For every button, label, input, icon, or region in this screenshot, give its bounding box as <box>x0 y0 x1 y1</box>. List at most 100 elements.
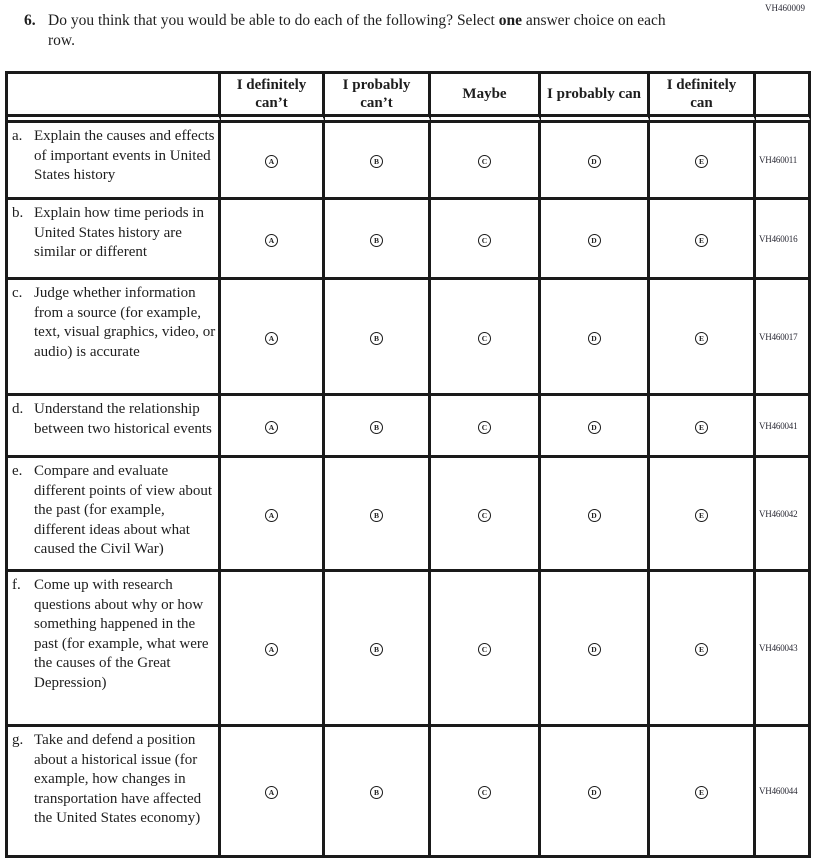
row-code: VH460043 <box>756 572 811 727</box>
option-cell-b: B <box>325 123 431 200</box>
option-cell-a: A <box>221 396 325 458</box>
option-cell-e: E <box>650 458 756 572</box>
option-cell-b: B <box>325 458 431 572</box>
option-cell-b: B <box>325 396 431 458</box>
option-cell-c: C <box>431 200 541 280</box>
col-header-definitely-cant: I definitely can’t <box>221 74 325 123</box>
bubble-option-c[interactable]: C <box>478 233 491 247</box>
bubble-option-c[interactable]: C <box>478 420 491 434</box>
bubble-option-e[interactable]: E <box>695 155 708 169</box>
bubble-option-b[interactable]: B <box>370 643 383 657</box>
bubble-option-c[interactable]: C <box>478 155 491 169</box>
col-header-maybe: Maybe <box>431 74 541 123</box>
option-cell-c: C <box>431 396 541 458</box>
bubble-option-a[interactable]: A <box>265 155 278 169</box>
option-cell-e: E <box>650 572 756 727</box>
option-cell-a: A <box>221 458 325 572</box>
row-letter: e. <box>12 463 23 479</box>
bubble-option-a[interactable]: A <box>265 786 278 800</box>
statement-cell: g. Take and defend a position about a hi… <box>8 727 221 858</box>
bubble-option-c[interactable]: C <box>478 643 491 657</box>
bubble-option-d[interactable]: D <box>587 786 601 800</box>
option-cell-d: D <box>541 200 650 280</box>
bubble-option-a[interactable]: A <box>265 420 278 434</box>
row-letter: b. <box>12 205 24 221</box>
option-cell-e: E <box>650 200 756 280</box>
option-cell-e: E <box>650 280 756 396</box>
bubble-option-b[interactable]: B <box>370 508 383 522</box>
question-number: 6. <box>24 12 36 29</box>
option-cell-e: E <box>650 727 756 858</box>
option-cell-a: A <box>221 572 325 727</box>
page-code: VH460009 <box>765 3 805 13</box>
bubble-option-c[interactable]: C <box>478 508 491 522</box>
bubble-option-e[interactable]: E <box>695 420 708 434</box>
option-cell-b: B <box>325 727 431 858</box>
table-row-c: c. Judge whether information from a sour… <box>8 280 811 396</box>
table-row-e: e. Compare and evaluate different points… <box>8 458 811 572</box>
bubble-option-b[interactable]: B <box>370 233 383 247</box>
col-header-probably-can: I probably can <box>541 74 650 123</box>
option-cell-c: C <box>431 123 541 200</box>
statement-cell: f. Come up with research questions about… <box>8 572 221 727</box>
option-cell-a: A <box>221 727 325 858</box>
bubble-option-e[interactable]: E <box>695 786 708 800</box>
question-text-start: Do you think that you would be able to d… <box>48 12 499 29</box>
option-cell-d: D <box>541 396 650 458</box>
option-cell-a: A <box>221 200 325 280</box>
bubble-option-e[interactable]: E <box>695 508 708 522</box>
option-cell-e: E <box>650 396 756 458</box>
bubble-option-b[interactable]: B <box>370 786 383 800</box>
statement-cell: d. Understand the relationship between t… <box>8 396 221 458</box>
option-cell-d: D <box>541 280 650 396</box>
option-cell-c: C <box>431 280 541 396</box>
row-code: VH460011 <box>756 123 811 200</box>
bubble-option-c[interactable]: C <box>478 331 491 345</box>
option-cell-e: E <box>650 123 756 200</box>
col-header-probably-cant: I probably can’t <box>325 74 431 123</box>
statement-header-empty <box>8 74 221 123</box>
option-cell-d: D <box>541 727 650 858</box>
table-row-g: g. Take and defend a position about a hi… <box>8 727 811 858</box>
bubble-option-e[interactable]: E <box>695 233 708 247</box>
bubble-option-d[interactable]: D <box>587 331 601 345</box>
statement-cell: b. Explain how time periods in United St… <box>8 200 221 280</box>
row-code: VH460017 <box>756 280 811 396</box>
bubble-option-e[interactable]: E <box>695 643 708 657</box>
option-cell-c: C <box>431 727 541 858</box>
table-row-f: f. Come up with research questions about… <box>8 572 811 727</box>
row-letter: d. <box>12 401 24 417</box>
bubble-option-d[interactable]: D <box>587 420 601 434</box>
row-letter: c. <box>12 285 23 301</box>
bubble-option-a[interactable]: A <box>265 233 278 247</box>
bubble-option-d[interactable]: D <box>587 643 601 657</box>
bubble-option-b[interactable]: B <box>370 155 383 169</box>
answer-grid-table: I definitely can’t I probably can’t Mayb… <box>5 71 811 858</box>
bubble-option-c[interactable]: C <box>478 786 491 800</box>
bubble-option-d[interactable]: D <box>587 155 601 169</box>
bubble-option-a[interactable]: A <box>265 643 278 657</box>
bubble-option-d[interactable]: D <box>587 233 601 247</box>
option-cell-c: C <box>431 458 541 572</box>
header-row: I definitely can’t I probably can’t Mayb… <box>8 74 811 123</box>
row-letter: g. <box>12 732 24 748</box>
option-cell-d: D <box>541 572 650 727</box>
col-header-definitely-can: I definitely can <box>650 74 756 123</box>
bubble-option-d[interactable]: D <box>587 508 601 522</box>
option-cell-a: A <box>221 123 325 200</box>
statement-cell: e. Compare and evaluate different points… <box>8 458 221 572</box>
option-cell-d: D <box>541 458 650 572</box>
code-header-empty <box>756 74 811 123</box>
bubble-option-e[interactable]: E <box>695 331 708 345</box>
bubble-option-b[interactable]: B <box>370 420 383 434</box>
bubble-option-b[interactable]: B <box>370 331 383 345</box>
row-statement: Judge whether information from a source … <box>34 285 216 360</box>
option-cell-b: B <box>325 200 431 280</box>
bubble-option-a[interactable]: A <box>265 331 278 345</box>
bubble-option-a[interactable]: A <box>265 508 278 522</box>
option-cell-b: B <box>325 280 431 396</box>
row-statement: Take and defend a position about a histo… <box>34 732 202 826</box>
row-letter: a. <box>12 128 23 144</box>
row-statement: Come up with research questions about wh… <box>34 577 209 691</box>
